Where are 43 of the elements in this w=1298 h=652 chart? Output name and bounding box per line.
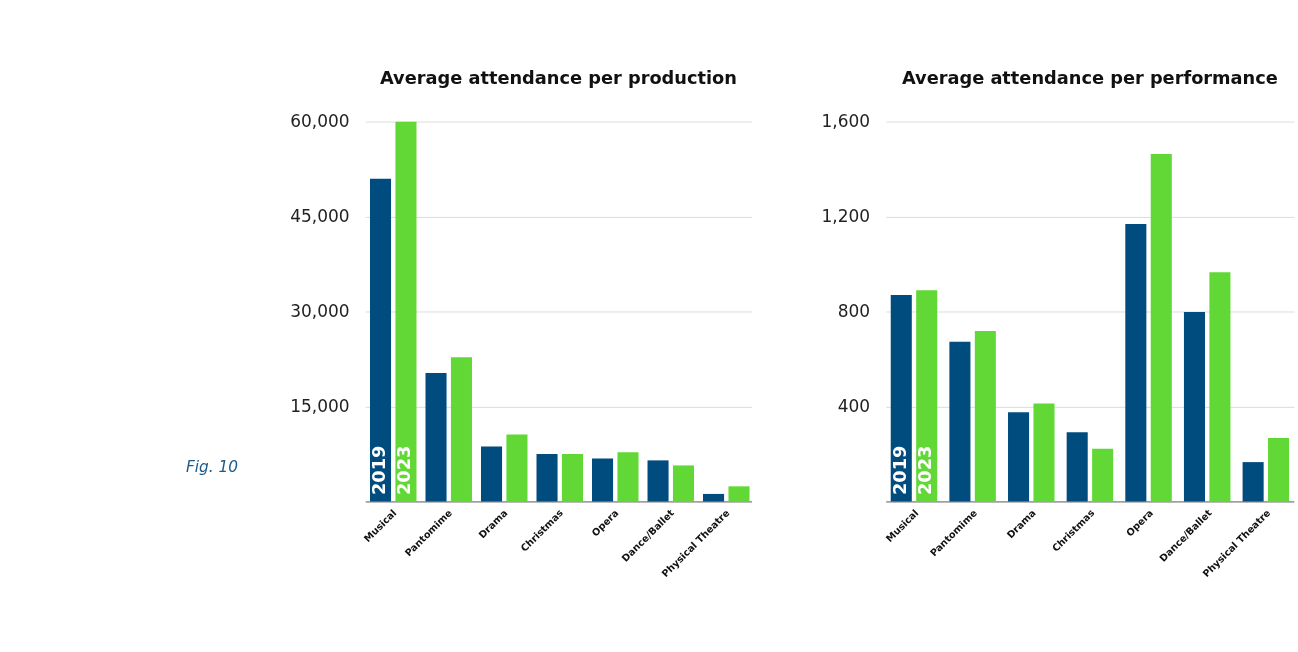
- y-tick-label: 1,200: [821, 205, 871, 226]
- series-label: 2019: [888, 445, 910, 496]
- bar: [672, 465, 695, 502]
- bar: [647, 460, 669, 502]
- bar: [949, 341, 971, 502]
- bar: [1125, 223, 1147, 502]
- bar: [1092, 448, 1114, 502]
- bar: [703, 493, 725, 502]
- bar: [480, 446, 503, 502]
- bar: [1242, 462, 1264, 502]
- bar: [974, 331, 996, 502]
- y-tick-label: 60,000: [290, 110, 350, 131]
- bar: [1209, 272, 1231, 502]
- y-tick-label: 15,000: [290, 395, 350, 416]
- bar: [1008, 412, 1030, 502]
- bar: [536, 454, 558, 502]
- bar: [890, 294, 912, 502]
- bar: [506, 434, 528, 502]
- y-tick-label: 1,600: [821, 110, 871, 131]
- bar: [1066, 432, 1088, 502]
- series-label: 2023: [913, 445, 935, 496]
- y-tick-label: 45,000: [290, 205, 350, 226]
- bar: [561, 454, 583, 502]
- bar: [395, 121, 417, 502]
- bar: [592, 458, 614, 502]
- bar: [425, 373, 447, 502]
- bar: [617, 452, 639, 502]
- bar: [369, 178, 392, 502]
- series-label: 2019: [367, 445, 389, 496]
- bar: [1033, 403, 1055, 502]
- bar: [450, 357, 472, 502]
- bar: [916, 290, 938, 502]
- y-tick-label: 400: [837, 395, 871, 416]
- y-tick-label: 800: [837, 300, 871, 321]
- chart-title: Average attendance per production: [380, 67, 737, 89]
- bar: [1150, 153, 1172, 502]
- bar: [1268, 437, 1290, 502]
- y-tick-label: 30,000: [290, 300, 350, 321]
- caption: Fig. 10: [185, 458, 238, 477]
- series-label: 2023: [393, 445, 415, 496]
- bar: [1183, 312, 1206, 502]
- bar: [728, 486, 750, 502]
- chart-title: Average attendance per performance: [901, 67, 1278, 89]
